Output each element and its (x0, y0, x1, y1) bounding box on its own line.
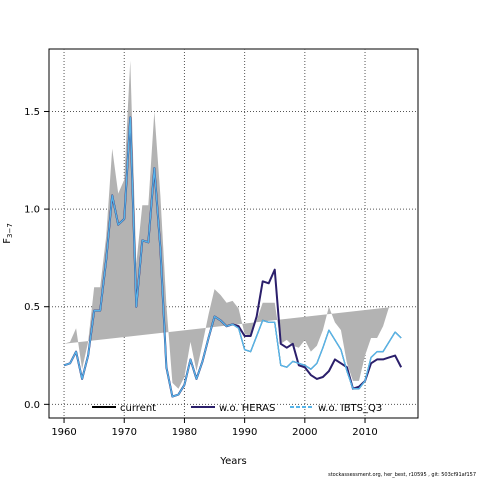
y-tick-label: 1.5 (24, 107, 40, 118)
x-tick-label: 1990 (232, 427, 257, 438)
y-tick-label: 0.0 (24, 400, 40, 411)
plot-frame (48, 48, 419, 419)
x-axis-label: Years (219, 456, 246, 467)
y-tick-label: 1.0 (24, 205, 40, 216)
x-tick-label: 2000 (292, 427, 317, 438)
legend: current w.o. HERAS w.o. IBTS_Q3 (92, 403, 382, 414)
x-tick-label: 1980 (172, 427, 197, 438)
series-lines (63, 116, 403, 398)
legend-label-ibts: w.o. IBTS_Q3 (318, 403, 382, 414)
confidence-band (64, 60, 396, 389)
y-axis-label: F3−7 (2, 223, 14, 244)
y-axis-label-sub: 3−7 (6, 223, 14, 238)
x-tick-label: 1960 (51, 427, 76, 438)
y-tick-label: 0.5 (24, 302, 40, 313)
legend-label-heras: w.o. HERAS (219, 403, 275, 414)
confidence-band-area (64, 60, 396, 389)
x-tick-label: 1970 (112, 427, 137, 438)
axes: 1960 1970 1980 1990 2000 2010 0.0 0.5 1.0 1.5 (24, 107, 378, 438)
legend-label-current: current (120, 403, 156, 414)
x-tick-label: 2010 (352, 427, 377, 438)
series-line-ibts (63, 116, 402, 398)
footer-note: stockassessment.org, her_best, r10595 , … (328, 472, 476, 478)
y-axis-label-main: F (2, 238, 13, 244)
